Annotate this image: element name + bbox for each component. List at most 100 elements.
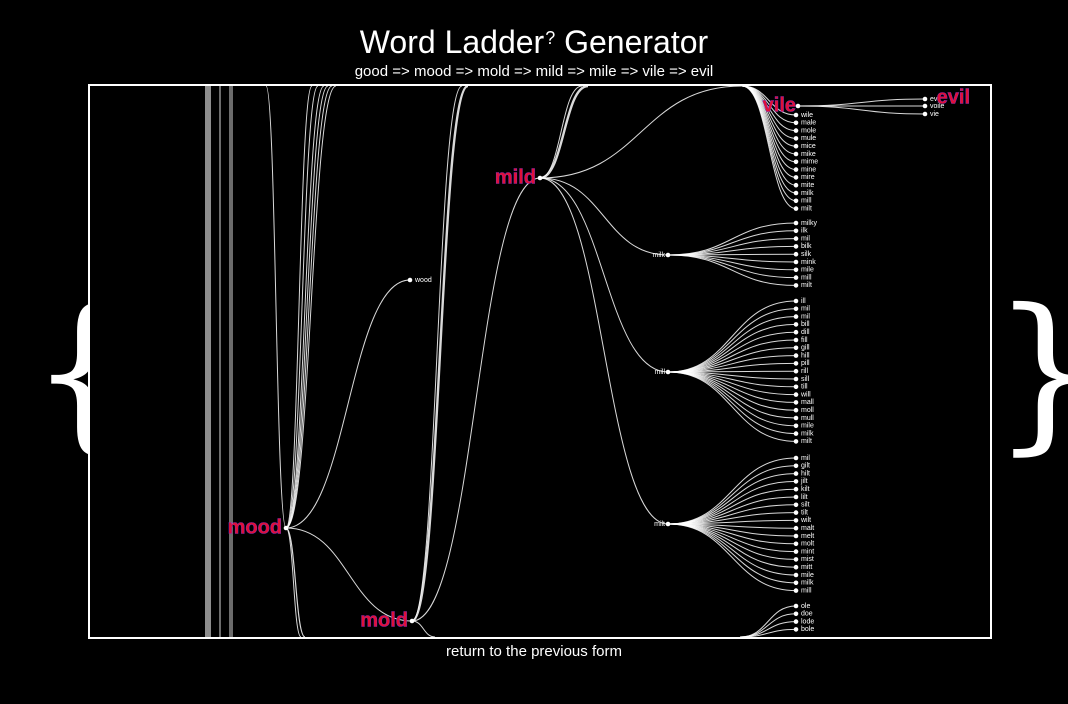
- tree-node-label: hilt: [801, 470, 810, 477]
- highlight-node-label: mood: [228, 516, 282, 538]
- tree-node-label: mist: [801, 556, 814, 563]
- tree-node-label: milk: [653, 252, 666, 259]
- tree-link: [285, 86, 313, 529]
- tree-node-dot: [793, 298, 799, 304]
- tree-node-dot: [793, 251, 799, 257]
- ladder-tree-panel[interactable]: wood wile male mole mule mice mike mime mine mire…: [88, 84, 992, 639]
- tree-link: [667, 523, 797, 584]
- tree-node-dot: [793, 557, 799, 562]
- tree-node-dot: [793, 619, 799, 624]
- tree-node-label: mil: [801, 235, 810, 242]
- tree-node-label: lilt: [801, 494, 808, 501]
- tree-node-label: mike: [801, 151, 816, 158]
- tree-link: [411, 620, 436, 637]
- tree-node-dot: [793, 206, 799, 211]
- highlight-node-label: mild: [495, 166, 536, 188]
- tree-node-label: tilt: [801, 509, 808, 516]
- tree-node-dot: [793, 376, 799, 382]
- tree-link: [667, 254, 797, 286]
- tree-node-dot: [793, 198, 799, 204]
- tree-link: [667, 523, 797, 576]
- tree-node-label: dill: [801, 329, 810, 336]
- tree-node-dot: [793, 112, 799, 118]
- tree-node-label: bilk: [801, 243, 812, 250]
- tree-node-dot: [793, 236, 799, 241]
- tree-node-label: voile: [930, 103, 945, 110]
- tree-node-dot: [793, 423, 799, 429]
- tree-node-dot: [793, 368, 799, 374]
- tree-link: [285, 527, 413, 622]
- tree-node-dot: [793, 314, 799, 319]
- tree-node-dot: [793, 415, 799, 421]
- tree-link: [667, 504, 797, 525]
- highlight-node-label: mold: [360, 609, 408, 631]
- tree-node-label: ill: [801, 298, 806, 305]
- tree-node-dot: [793, 159, 799, 165]
- tree-link: [285, 86, 337, 529]
- tree-node-label: mule: [801, 135, 816, 142]
- tree-node-dot: [793, 627, 799, 632]
- tree-node-dot: [793, 322, 799, 327]
- cluster-node-dot: [665, 369, 671, 375]
- tree-node-dot: [793, 564, 799, 570]
- tree-node-label: milt: [801, 282, 812, 289]
- tree-link: [741, 86, 797, 210]
- tree-node-label: milky: [801, 220, 817, 227]
- tree-node-label: milt: [654, 521, 665, 528]
- page-title: Word Ladder? Generator: [0, 22, 1068, 62]
- tree-node-label: rill: [801, 368, 808, 375]
- tree-link: [265, 86, 287, 529]
- tree-node-dot: [793, 353, 799, 358]
- mood-node-dot: [283, 525, 289, 531]
- tree-node-dot: [793, 392, 799, 397]
- tree-node-label: mire: [801, 174, 815, 181]
- tree-node-dot: [793, 431, 799, 436]
- tree-node-label: milk: [801, 580, 814, 587]
- return-link[interactable]: return to the previous form: [446, 643, 622, 660]
- tree-link: [539, 86, 743, 179]
- tree-node-dot: [793, 190, 799, 196]
- tree-node-label: fill: [801, 337, 808, 344]
- tree-node-label: ole: [801, 603, 810, 610]
- tree-link: [539, 177, 669, 525]
- tree-node-label: milk: [801, 430, 814, 437]
- ladder-tree[interactable]: wood wilemalemolemulemicemikemimeminemire…: [90, 86, 990, 637]
- tree-node-label: malt: [801, 525, 814, 532]
- tree-node-label: silk: [801, 251, 812, 258]
- tree-link: [285, 86, 329, 529]
- tree-node-label: mole: [801, 127, 816, 134]
- tree-node-dot: [793, 175, 799, 180]
- tree-node-label: mink: [801, 259, 816, 266]
- tree-node-label: vie: [930, 111, 939, 118]
- tree-node-label: silt: [801, 502, 810, 509]
- tree-node-label: gill: [801, 345, 810, 352]
- tree-node-label: lode: [801, 618, 814, 625]
- tree-node-dot: [793, 182, 799, 188]
- tree-link: [667, 371, 797, 442]
- tree-node-label: till: [801, 384, 808, 391]
- tree-node-dot: [793, 471, 799, 476]
- tree-node-dot: [793, 400, 799, 405]
- tree-link: [667, 480, 797, 525]
- tree-node-dot: [793, 143, 799, 149]
- tree-node-dot: [793, 244, 799, 249]
- tree-node-label: mice: [801, 143, 816, 150]
- tree-node-dot: [793, 494, 799, 500]
- tree-node-dot: [793, 541, 799, 547]
- tree-node-label: wile: [800, 112, 813, 119]
- tree-link: [667, 371, 797, 427]
- tree-link: [285, 279, 411, 529]
- tree-node-label: mall: [801, 399, 814, 406]
- tree-node-dot: [793, 136, 799, 141]
- tree-node-dot: [922, 103, 928, 109]
- tree-link: [667, 230, 797, 256]
- tree-node-dot: [793, 525, 799, 531]
- tree-node-label: milt: [801, 205, 812, 212]
- title-superscript: ?: [545, 28, 556, 48]
- tree-node-dot: [793, 518, 799, 523]
- ladder-path: good => mood => mold => mild => mile => …: [354, 63, 714, 80]
- tree-node-dot: [793, 603, 799, 609]
- tree-link: [667, 254, 797, 271]
- tree-node-dot: [793, 479, 799, 484]
- tree-node-label: mile: [801, 572, 814, 579]
